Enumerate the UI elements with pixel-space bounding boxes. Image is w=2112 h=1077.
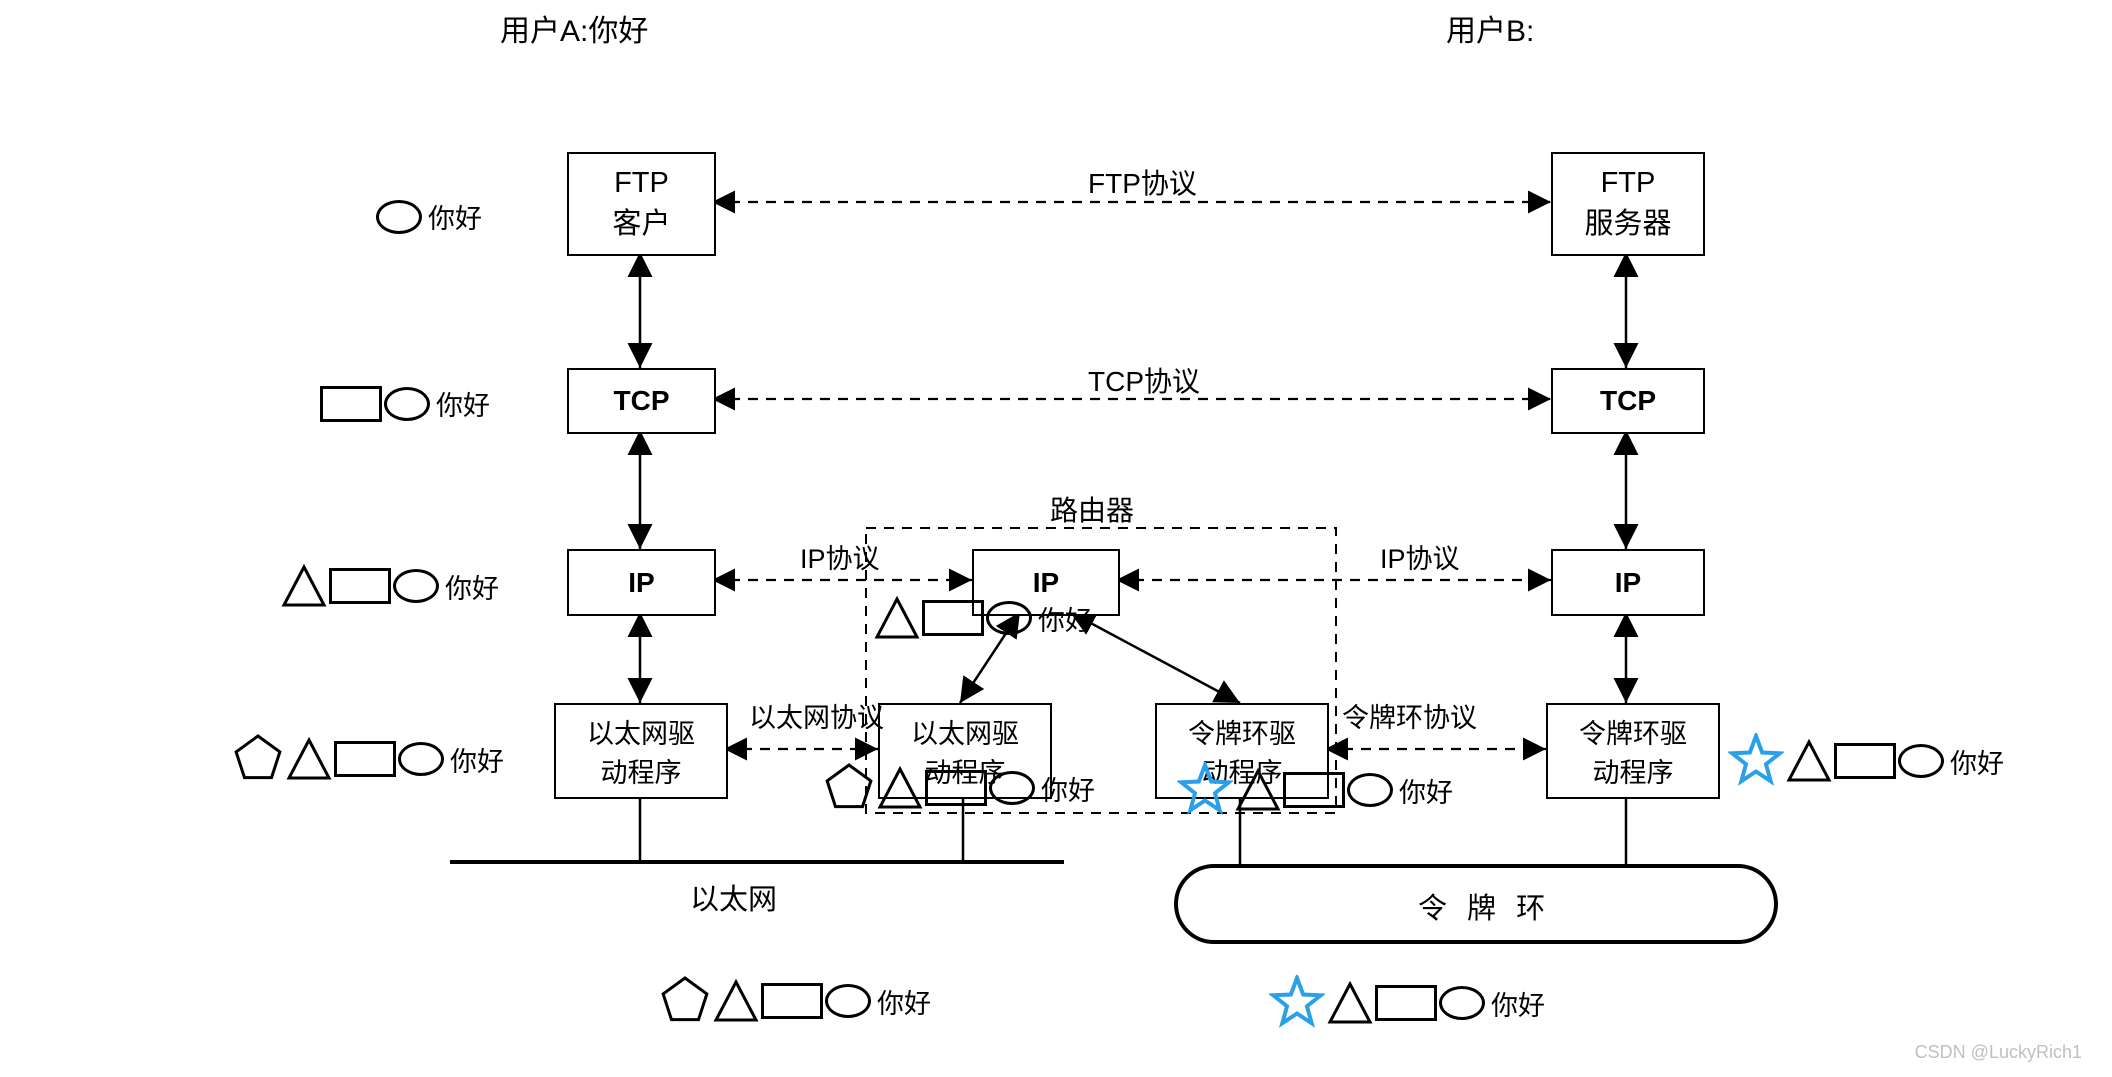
ellipse-icon [1439,986,1485,1020]
encapsulation-r_ip: 你好 [874,596,1092,640]
encapsulation-l3: 你好 [281,564,499,608]
triangle-icon [874,596,920,640]
ellipse-icon [376,200,422,234]
rect-icon [329,568,391,604]
encapsulation-right: 你好 [1728,733,2004,789]
star-icon [1177,762,1233,818]
ellipse-icon [1347,773,1393,807]
node-ip-right: IP [1551,549,1705,616]
ellipse-icon [1898,744,1944,778]
triangle-icon [1786,739,1832,783]
rect-icon [925,770,987,806]
payload-text: 你好 [1950,742,2004,781]
node-tcp-left: TCP [567,368,716,434]
triangle-icon [877,766,923,810]
node-token-right: 令牌环驱 动程序 [1546,703,1720,799]
encapsulation-r_eth: 你好 [823,762,1095,814]
encapsulation-l1: 你好 [376,197,482,236]
payload-text: 你好 [436,384,490,423]
router-label: 路由器 [1050,489,1134,529]
rect-icon [1283,772,1345,808]
ellipse-icon [398,742,444,776]
edges-layer [0,0,2112,1077]
star-icon [1728,733,1784,789]
edge-ip-left-label: IP协议 [800,537,880,576]
payload-text: 你好 [1038,599,1092,638]
edge-ftp-label: FTP协议 [1088,162,1197,202]
rect-icon [320,386,382,422]
rect-icon [922,600,984,636]
node-ftp-client: FTP 客户 [567,152,716,256]
edge-eth-label: 以太网协议 [749,696,884,735]
rect-icon [1375,985,1437,1021]
ellipse-icon [825,984,871,1018]
payload-text: 你好 [877,982,931,1021]
node-tcp-right: TCP [1551,368,1705,434]
encapsulation-bot_eth: 你好 [659,975,931,1027]
triangle-icon [286,737,332,781]
node-ip-left: IP [567,549,716,616]
pentagon-icon [823,762,875,814]
payload-text: 你好 [1491,984,1545,1023]
rect-icon [761,983,823,1019]
rect-icon [334,741,396,777]
ellipse-icon [986,601,1032,635]
edge-tcp-label: TCP协议 [1088,360,1200,400]
encapsulation-l4: 你好 [232,733,504,785]
star-icon [1269,975,1325,1031]
title-user-b: 用户B: [1446,6,1534,50]
payload-text: 你好 [1399,771,1453,810]
encapsulation-r_tok: 你好 [1177,762,1453,818]
title-user-a: 用户A:你好 [500,6,648,50]
payload-text: 你好 [445,567,499,606]
tokenring-label: 令 牌 环 [1418,885,1551,927]
payload-text: 你好 [450,740,504,779]
ethernet-label: 以太网 [690,876,777,918]
encapsulation-l2: 你好 [320,384,490,423]
ellipse-icon [384,387,430,421]
ellipse-icon [989,771,1035,805]
payload-text: 你好 [428,197,482,236]
ellipse-icon [393,569,439,603]
triangle-icon [1235,768,1281,812]
watermark: CSDN @LuckyRich1 [1915,1042,2082,1063]
pentagon-icon [232,733,284,785]
node-ftp-server: FTP 服务器 [1551,152,1705,256]
encapsulation-bot_tok: 你好 [1269,975,1545,1031]
edge-ip-right-label: IP协议 [1380,537,1460,576]
triangle-icon [1327,981,1373,1025]
rect-icon [1834,743,1896,779]
triangle-icon [281,564,327,608]
triangle-icon [713,979,759,1023]
payload-text: 你好 [1041,769,1095,808]
pentagon-icon [659,975,711,1027]
edge-token-label: 令牌环协议 [1342,696,1477,735]
node-eth-left: 以太网驱 动程序 [554,703,728,799]
diagram-stage: 用户A:你好 用户B: FTP 客户 FTP 服务器 TCP TCP IP IP… [0,0,2112,1077]
